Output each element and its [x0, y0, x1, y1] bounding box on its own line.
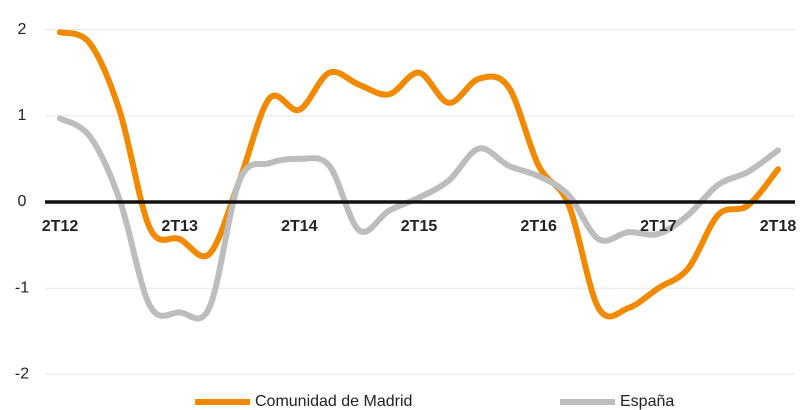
legend-label: Comunidad de Madrid: [255, 393, 412, 410]
legend-label: España: [620, 393, 674, 410]
y-tick-label: 0: [18, 193, 27, 210]
y-tick-label: 1: [18, 107, 27, 124]
y-tick-label: -2: [15, 366, 29, 383]
x-tick-label: 2T16: [520, 218, 557, 235]
x-tick-label: 2T12: [42, 218, 79, 235]
y-tick-label: -1: [15, 279, 29, 296]
x-tick-label: 2T18: [760, 218, 797, 235]
series-line: [57, 29, 781, 320]
x-tick-label: 2T15: [401, 218, 438, 235]
y-tick-label: 2: [18, 21, 27, 38]
x-tick-label: 2T13: [161, 218, 198, 235]
x-tick-label: 2T14: [281, 218, 318, 235]
x-tick-label: 2T17: [640, 218, 677, 235]
